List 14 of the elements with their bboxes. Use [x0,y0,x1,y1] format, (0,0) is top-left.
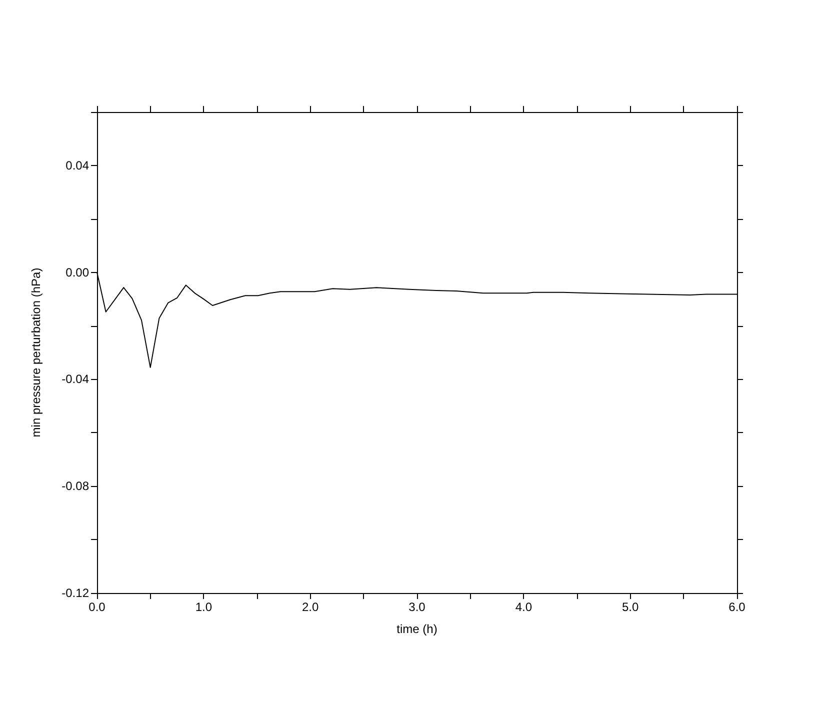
y-tick-label: -0.12 [62,586,90,600]
x-tick-label: 5.0 [622,600,639,614]
y-tick-label: -0.08 [62,479,90,494]
y-tick-label: 0.00 [66,265,90,280]
x-tick-label: 0.0 [88,600,106,614]
x-tick-label: 6.0 [728,600,746,614]
x-axis-title: time (h) [396,622,438,636]
y-tick-label: 0.04 [66,158,90,172]
x-tick-label: 3.0 [408,600,426,614]
y-tick-label: -0.04 [62,372,90,386]
x-tick-label: 4.0 [515,600,532,614]
x-tick-label: 1.0 [195,600,212,614]
y-axis-title: min pressure perturbation (hPa) [29,268,43,438]
x-tick-label: 2.0 [302,600,319,614]
